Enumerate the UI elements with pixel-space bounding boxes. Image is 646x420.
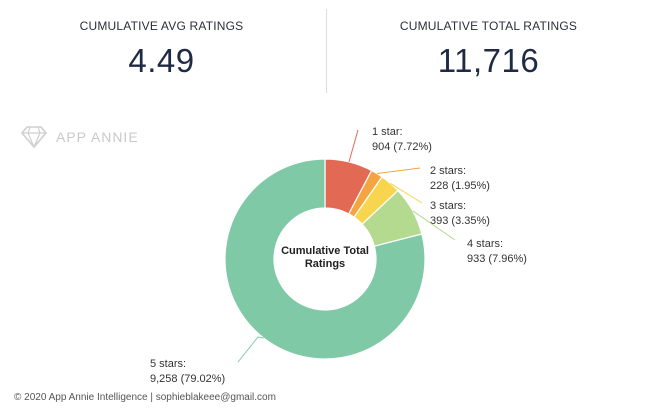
slice-value-label-1: 904 (7.72%) [372, 141, 432, 153]
total-ratings-value: 11,716 [437, 42, 540, 79]
slice-name-4: 4 stars: [467, 238, 503, 250]
copyright-footer: © 2020 App Annie Intelligence | sophiebl… [14, 392, 276, 403]
slice-name-1: 1 star: [372, 126, 403, 138]
avg-ratings-card: CUMULATIVE AVG RATINGS 4.49 [0, 0, 323, 96]
watermark-text: APP ANNIE [56, 129, 139, 145]
slice-value-label-3: 393 (3.35%) [430, 215, 490, 227]
leader-line-1 [348, 129, 359, 163]
leader-line-5 [237, 336, 264, 363]
stats-divider [326, 9, 327, 93]
slice-value-label-5: 9,258 (79.02%) [150, 373, 225, 385]
slice-value-label-4: 933 (7.96%) [467, 253, 527, 265]
slice-name-5: 5 stars: [150, 358, 186, 370]
avg-ratings-label: CUMULATIVE AVG RATINGS [79, 19, 244, 33]
ratings-donut-chart: 1 star: 904 (7.72%) 2 stars: 228 (1.95%) 3 s… [150, 126, 527, 385]
slice-name-3: 3 stars: [430, 200, 466, 212]
donut-center-title: Cumulative Total [281, 245, 369, 257]
app-annie-watermark: APP ANNIE [20, 122, 139, 152]
slice-value-label-2: 228 (1.95%) [430, 180, 490, 192]
donut-center-title: Ratings [305, 258, 345, 270]
slice-name-2: 2 stars: [430, 165, 466, 177]
total-ratings-card: CUMULATIVE TOTAL RATINGS 11,716 [327, 0, 646, 96]
avg-ratings-value: 4.49 [128, 42, 195, 79]
leader-line-2 [376, 167, 421, 175]
total-ratings-label: CUMULATIVE TOTAL RATINGS [399, 19, 578, 33]
leader-line-3 [390, 182, 423, 204]
leader-line-4 [412, 210, 456, 241]
donut-slice-5 [224, 158, 426, 360]
diamond-logo-icon [20, 126, 48, 149]
